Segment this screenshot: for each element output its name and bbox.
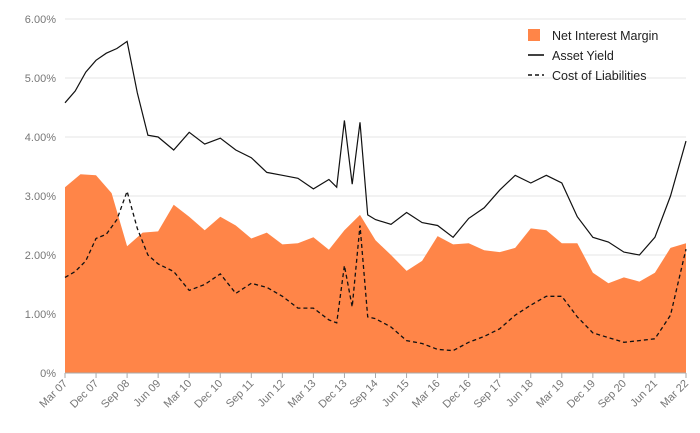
x-tick-label: Jun 15 bbox=[380, 378, 412, 410]
y-tick-label: 6.00% bbox=[25, 14, 56, 26]
x-tick-label: Jun 18 bbox=[504, 378, 536, 410]
line-asset-yield bbox=[64, 40, 687, 256]
x-tick-label: Jun 21 bbox=[628, 378, 660, 410]
x-tick-label: Mar 19 bbox=[534, 378, 567, 411]
y-tick-label: 1.00% bbox=[25, 309, 56, 321]
area-net-interest-margin bbox=[65, 174, 686, 373]
y-tick-label: 3.00% bbox=[25, 191, 56, 203]
x-tick-label: Mar 13 bbox=[286, 378, 319, 411]
legend-label-net-interest-margin: Net Interest Margin bbox=[552, 29, 658, 43]
legend: Net Interest Margin Asset Yield Cost of … bbox=[528, 29, 658, 83]
x-tick-label: Sep 17 bbox=[472, 378, 505, 411]
x-tick-label: Mar 22 bbox=[658, 378, 691, 411]
x-tick-label: Jun 09 bbox=[131, 378, 163, 410]
x-tick-label: Dec 13 bbox=[316, 378, 349, 411]
net-interest-margin-area bbox=[65, 174, 686, 373]
legend-swatch-net-interest-margin bbox=[528, 29, 540, 41]
x-tick-label: Jun 12 bbox=[256, 378, 288, 410]
x-tick-label: Dec 07 bbox=[68, 378, 101, 411]
x-tick-label: Mar 10 bbox=[162, 378, 195, 411]
series-lines bbox=[64, 40, 687, 352]
line-cost-of-liabilities bbox=[64, 189, 687, 352]
x-tick-label: Mar 16 bbox=[410, 378, 443, 411]
x-tick-label: Dec 19 bbox=[565, 378, 598, 411]
legend-label-asset-yield: Asset Yield bbox=[552, 49, 614, 63]
x-tick-label: Sep 11 bbox=[224, 378, 257, 411]
y-tick-label: 0% bbox=[40, 368, 56, 380]
legend-label-cost-of-liabilities: Cost of Liabilities bbox=[552, 69, 647, 83]
x-tick-label: Sep 08 bbox=[99, 378, 132, 411]
x-tick-label: Dec 16 bbox=[441, 378, 474, 411]
y-tick-label: 4.00% bbox=[25, 132, 56, 144]
x-tick-label: Sep 14 bbox=[347, 378, 380, 411]
x-tick-label: Sep 20 bbox=[596, 378, 629, 411]
x-tick-label: Dec 10 bbox=[192, 378, 225, 411]
x-tick-label: Mar 07 bbox=[37, 378, 70, 411]
y-tick-label: 5.00% bbox=[25, 73, 56, 85]
y-tick-label: 2.00% bbox=[25, 250, 56, 262]
